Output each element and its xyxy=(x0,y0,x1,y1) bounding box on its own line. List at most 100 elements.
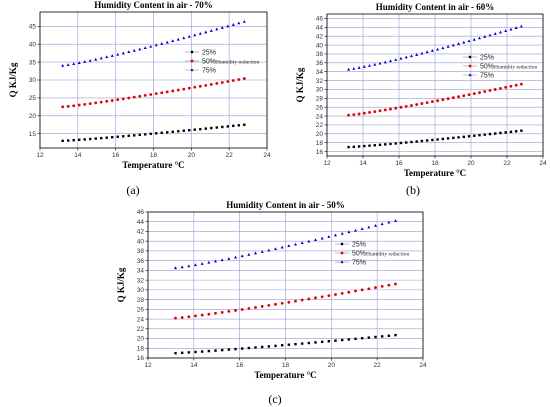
data-point xyxy=(220,258,224,262)
legend-marker xyxy=(468,64,472,68)
data-point xyxy=(452,136,455,140)
data-point xyxy=(347,113,350,117)
data-point xyxy=(294,342,297,346)
data-point xyxy=(314,238,317,241)
y-tick-label: 42 xyxy=(316,33,324,40)
data-point xyxy=(354,228,357,232)
data-point xyxy=(77,103,81,107)
data-point xyxy=(446,44,450,48)
data-point xyxy=(394,142,397,145)
data-point xyxy=(467,39,471,43)
data-point xyxy=(514,83,518,87)
data-point xyxy=(204,127,207,130)
data-point xyxy=(176,88,180,92)
data-point xyxy=(247,307,251,310)
data-point xyxy=(387,283,391,287)
data-point xyxy=(314,341,317,344)
legend-marker xyxy=(340,242,344,246)
data-point xyxy=(430,100,434,104)
data-point xyxy=(171,130,174,133)
data-point xyxy=(177,130,180,133)
data-point xyxy=(165,40,169,44)
data-point xyxy=(410,104,413,107)
data-point xyxy=(389,107,392,111)
data-point xyxy=(187,264,191,268)
y-tick-label: 32 xyxy=(316,78,324,85)
x-tick-label: 22 xyxy=(374,362,382,369)
data-point xyxy=(287,300,291,304)
data-point xyxy=(499,87,502,90)
data-point xyxy=(110,54,114,57)
data-point xyxy=(280,301,284,305)
data-point xyxy=(111,136,114,139)
data-point xyxy=(83,60,87,63)
y-tick-label: 35 xyxy=(29,59,37,66)
data-point xyxy=(425,50,429,54)
y-axis-label: Q KJ/Kg xyxy=(116,267,126,302)
data-point xyxy=(149,132,152,136)
data-point xyxy=(83,102,87,106)
y-tick-label: 34 xyxy=(137,268,145,275)
y-tick-label: 28 xyxy=(316,96,324,103)
legend-label: 50% xyxy=(352,251,366,258)
data-point xyxy=(166,131,169,134)
y-tick-label: 46 xyxy=(316,16,324,23)
x-axis-label: Temperature °C xyxy=(122,160,184,170)
data-point xyxy=(360,288,364,292)
data-point xyxy=(220,26,224,29)
legend-label: 50% xyxy=(202,59,216,66)
data-point xyxy=(436,138,439,141)
data-point xyxy=(226,24,230,28)
data-point xyxy=(154,43,158,47)
data-point xyxy=(214,349,217,352)
data-point xyxy=(200,262,204,265)
y-axis-label: Q KJ/Kg xyxy=(295,67,305,102)
data-point xyxy=(362,111,366,115)
data-point xyxy=(94,57,98,61)
data-point xyxy=(384,143,387,146)
data-point xyxy=(171,39,175,43)
x-tick-label: 18 xyxy=(431,160,439,167)
data-point xyxy=(441,137,445,141)
data-point xyxy=(231,79,235,82)
legend-marker xyxy=(468,73,472,77)
y-tick-label: 20 xyxy=(29,113,37,120)
data-point xyxy=(347,338,351,341)
x-axis-label: Temperature °C xyxy=(404,168,466,178)
data-point xyxy=(457,42,461,45)
data-point xyxy=(260,305,264,308)
data-point xyxy=(394,58,398,61)
data-point xyxy=(194,263,197,267)
data-point xyxy=(436,99,440,103)
data-point xyxy=(367,225,371,229)
data-point xyxy=(187,86,191,90)
legend-marker xyxy=(190,68,194,72)
x-tick-label: 12 xyxy=(323,160,331,167)
data-point xyxy=(138,133,141,137)
y-tick-label: 16 xyxy=(137,355,145,362)
data-point xyxy=(467,93,471,97)
data-point xyxy=(383,60,387,64)
data-point xyxy=(399,105,403,109)
data-point xyxy=(61,105,65,109)
data-point xyxy=(242,77,246,80)
data-point xyxy=(200,350,204,353)
data-point xyxy=(320,340,324,344)
y-tick-label: 26 xyxy=(137,307,145,314)
data-point xyxy=(380,222,384,226)
data-point xyxy=(425,101,429,105)
data-point xyxy=(472,37,476,41)
data-point xyxy=(300,298,304,302)
legend-label: 25% xyxy=(352,242,366,249)
chart-panel-1: Humidity Content in air - 70% 12 14 16 18 20 2… xyxy=(8,0,271,170)
data-point xyxy=(72,104,76,108)
data-point xyxy=(214,259,217,263)
y-tick-label: 20 xyxy=(137,336,145,343)
data-point xyxy=(420,51,424,55)
data-point xyxy=(247,252,251,256)
y-tick-label: 45 xyxy=(29,24,37,31)
data-point xyxy=(405,141,408,144)
legend-label: 25% xyxy=(202,50,216,57)
data-point xyxy=(380,335,384,338)
y-tick-label: 26 xyxy=(316,104,324,111)
